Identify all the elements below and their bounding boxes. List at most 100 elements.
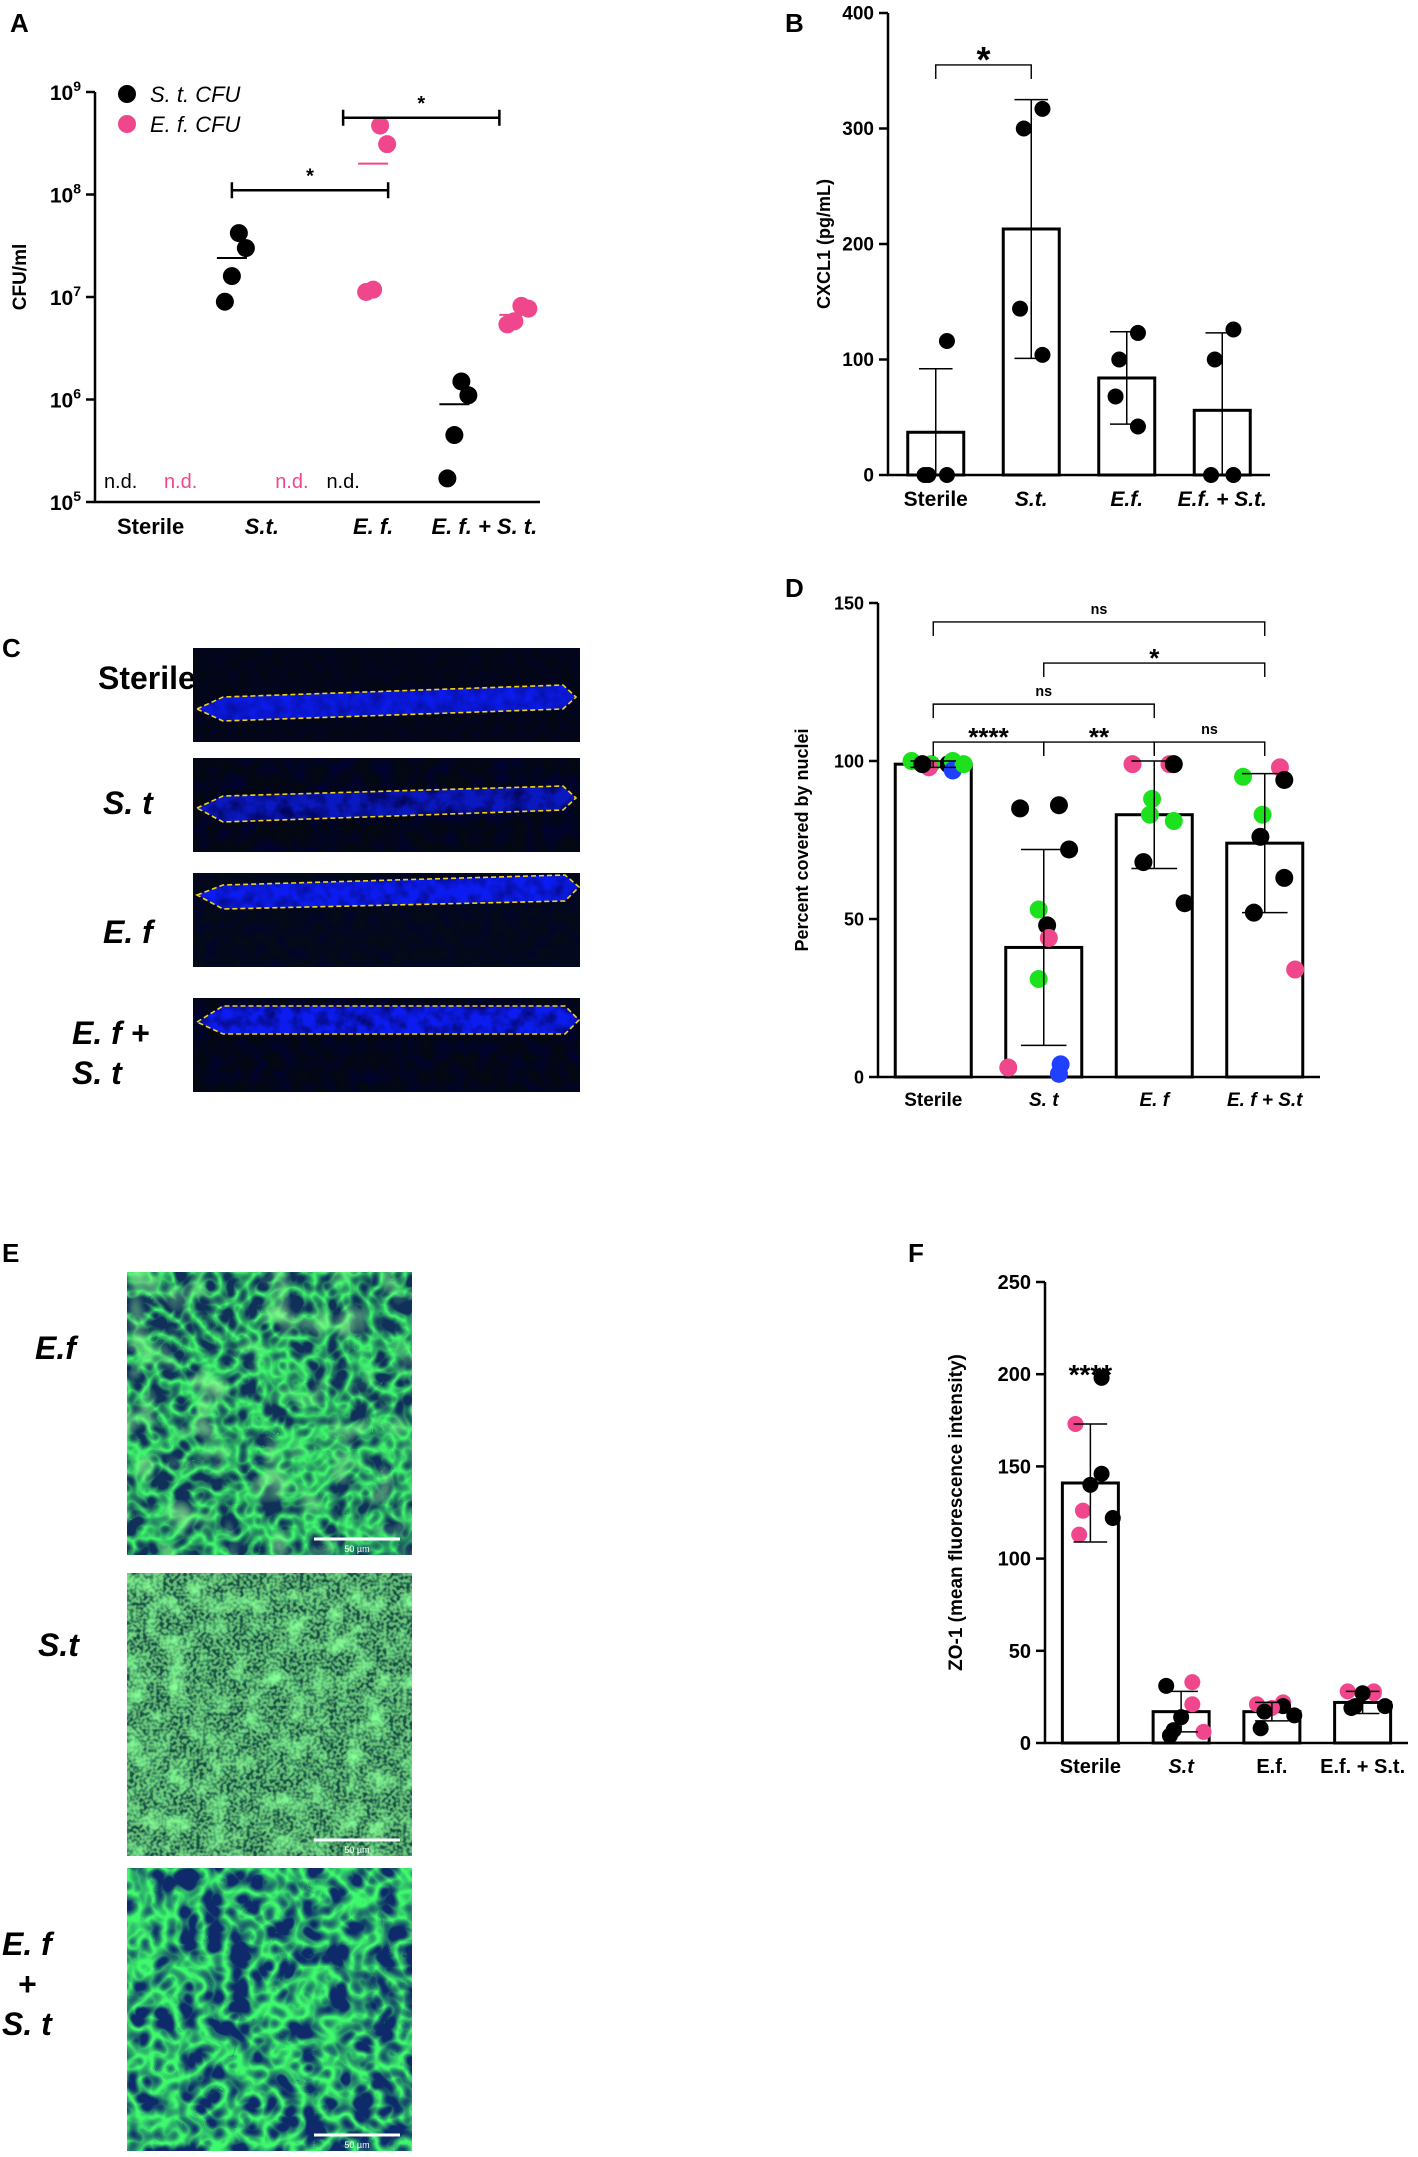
nuclei-image-ef [193, 873, 580, 967]
data-point-e-f-s-t [1225, 321, 1242, 338]
x-category-label: E.f. + S.t. [1320, 1756, 1405, 1778]
bar-sterile [893, 762, 973, 1079]
data-point-s-t [1034, 100, 1051, 117]
data-point-s-t-cfu [445, 426, 464, 445]
row-label-c-1: Sterile [98, 660, 196, 696]
y-axis-label: CXCL1 (pg/mL) [814, 179, 834, 309]
data-point-e-f [1129, 418, 1146, 435]
data-point-s-t [1029, 900, 1048, 919]
x-category-label: E.f. [1110, 488, 1143, 511]
data-point-e-f-s-t [1253, 805, 1272, 824]
data-point-s-t-cfu [459, 386, 478, 405]
data-point-e-f-s-t [1251, 827, 1270, 846]
x-category-label: Sterile [904, 1090, 962, 1111]
data-point-e-f-s-t [1275, 868, 1294, 887]
data-point-e-f-s-t [1234, 767, 1253, 786]
data-point-s-t [1161, 1727, 1178, 1744]
y-tick-label: 106 [50, 386, 81, 413]
data-point-e-f-s-t [1343, 1699, 1360, 1716]
data-point-sterile [1093, 1369, 1110, 1386]
significance-label: * [1149, 643, 1160, 673]
data-point-e-f [1252, 1720, 1269, 1737]
significance-bracket [341, 109, 501, 126]
data-point-e-f [1140, 805, 1159, 824]
data-point-e-f-s-t [1377, 1698, 1394, 1715]
row-label-e-3: E. f + S. t [2, 1926, 52, 2042]
significance-label: ** [1089, 722, 1110, 752]
data-point-e-f-s-t [1206, 351, 1223, 368]
data-point-e-f-s-t [1286, 960, 1305, 979]
y-tick-label: 150 [834, 593, 864, 613]
y-tick-label: 100 [842, 350, 874, 371]
y-tick-label: 0 [854, 1067, 864, 1087]
data-point-e-f-s-t [1365, 1685, 1382, 1702]
scale-bar-label-1: 50 µm [344, 1544, 369, 1554]
y-tick-label: 0 [863, 466, 874, 487]
panel-label-f: F [908, 1238, 924, 1268]
chart-d-nuclei-coverage: 0 50 100 150 Percent covered by nuclei Steril… [792, 593, 1320, 1111]
data-point-e-f [1164, 812, 1183, 831]
legend-label: E. f. CFU [150, 112, 241, 137]
zo1-image-ef: 50 µm [127, 1272, 412, 1555]
significance-bracket [230, 182, 390, 199]
data-point-s-t [1049, 796, 1068, 815]
significance-label: ns [1091, 602, 1108, 618]
scale-bar-label-3: 50 µm [344, 2140, 369, 2150]
y-tick-label: 105 [50, 488, 81, 515]
data-point-e-f [1111, 351, 1128, 368]
data-point-e-f-cfu [519, 299, 538, 318]
data-point-s-t [999, 1058, 1018, 1077]
data-point-s-t [1195, 1723, 1212, 1740]
x-category-label: E. f. + S. t. [432, 514, 538, 539]
nuclei-image-st [193, 758, 580, 852]
x-category-label: Sterile [904, 488, 968, 511]
data-point-e-f-cfu [378, 135, 397, 154]
nuclei-image-ef-st [193, 998, 580, 1092]
scale-bar-label-2: 50 µm [344, 1845, 369, 1855]
data-point-e-f-cfu [371, 116, 390, 135]
data-point-e-f [1134, 853, 1153, 872]
data-point-e-f [1143, 789, 1162, 808]
legend-label: S. t. CFU [150, 82, 241, 107]
significance-bracket [935, 64, 1032, 79]
data-point-s-t-cfu [236, 239, 255, 258]
panel-label-e: E [2, 1238, 20, 1268]
data-point-s-t [1039, 928, 1058, 947]
data-point-e-f [1286, 1707, 1303, 1724]
data-point-s-t [1049, 1064, 1068, 1083]
data-point-s-t-cfu [438, 469, 457, 488]
y-tick-label: 200 [842, 235, 874, 256]
significance-bracket [1043, 662, 1266, 678]
data-point-s-t-cfu [229, 224, 248, 243]
data-point-e-f [1256, 1703, 1273, 1720]
y-tick-label: 108 [50, 181, 81, 208]
row-label-e-1: E.f [35, 1330, 76, 1366]
panel-label-c: C [2, 633, 21, 663]
significance-bracket [932, 703, 1155, 719]
y-axis-label: ZO-1 (mean fluorescence intensity) [946, 1354, 967, 1671]
x-category-label: E.f. + S.t. [1178, 488, 1267, 511]
data-point-sterile [913, 755, 932, 774]
data-point-s-t [1034, 346, 1051, 363]
panel-label-a: A [10, 8, 29, 38]
panel-label-d: D [785, 573, 804, 603]
data-point-e-f-s-t [1275, 770, 1294, 789]
data-point-s-t [1011, 799, 1030, 818]
chart-b-cxcl1: 0 100 200 300 400 CXCL1 (pg/mL) Sterile S.t. E.f… [814, 4, 1270, 511]
not-detected-label: n.d. [275, 471, 308, 493]
significance-bracket [1153, 741, 1266, 757]
chart-a-cfu: 105 106 107 108 109 CFU/ml Sterile S.t. E. f. E. … [10, 78, 540, 539]
significance-bracket [932, 621, 1266, 636]
data-point-s-t [1060, 840, 1079, 859]
x-category-label: S.t [1168, 1756, 1195, 1778]
row-label-e-2: S.t [38, 1627, 79, 1663]
data-point-s-t [1184, 1674, 1201, 1691]
significance-label: * [976, 39, 990, 80]
x-category-label: E.f. [1256, 1756, 1287, 1778]
data-point-sterile [1093, 1465, 1110, 1482]
not-detected-label: n.d. [164, 471, 197, 493]
not-detected-label: n.d. [104, 471, 137, 493]
x-category-label: Sterile [1060, 1756, 1121, 1778]
data-point-s-t [1012, 300, 1029, 317]
data-point-sterile [1071, 1526, 1088, 1543]
